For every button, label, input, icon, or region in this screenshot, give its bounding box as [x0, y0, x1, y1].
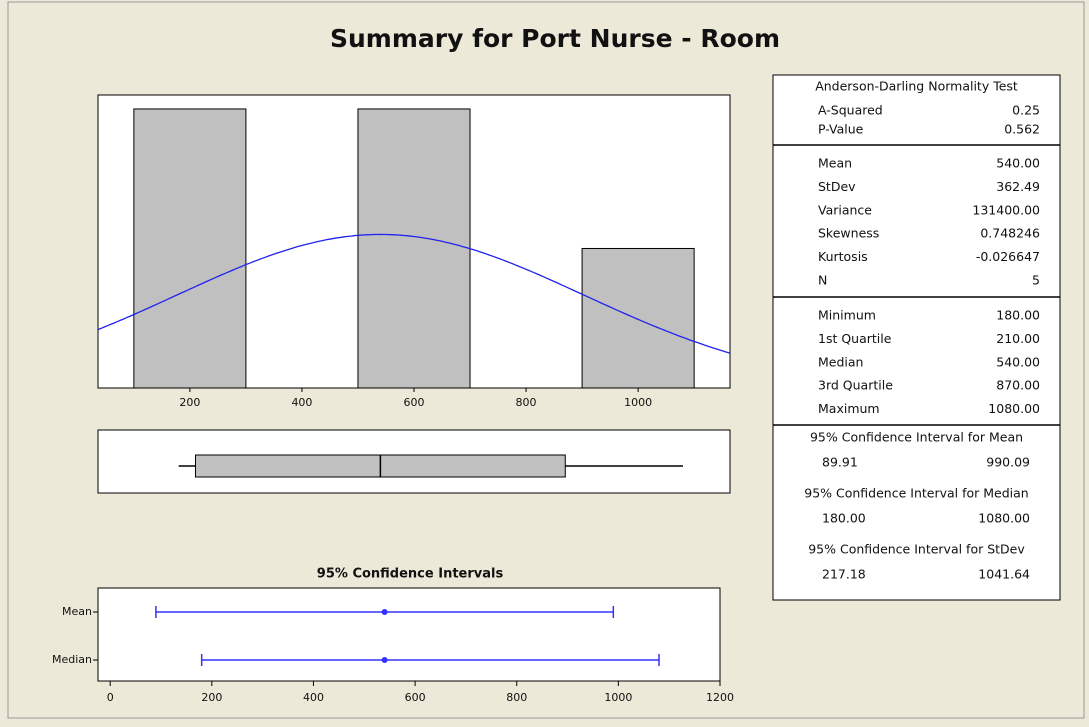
stat-label: N: [818, 273, 827, 288]
x-tick-label: 0: [107, 691, 114, 704]
title: Summary for Port Nurse - Room: [330, 24, 780, 53]
interval-panel: [97, 587, 721, 682]
stat-value: 0.25: [1012, 103, 1040, 118]
stat-label: Minimum: [818, 308, 876, 323]
histogram-bar: [357, 108, 471, 389]
interval-high: 990.09: [986, 455, 1030, 470]
interval-heading: 95% Confidence Interval for StDev: [808, 542, 1025, 557]
stat-label: Mean: [818, 156, 852, 171]
stat-label: StDev: [818, 179, 856, 194]
normal-curve: [98, 233, 730, 354]
stat-value: 0.562: [1004, 122, 1040, 137]
interval-low: 89.91: [822, 455, 858, 470]
interval-heading: 95% Confidence Interval for Mean: [810, 430, 1023, 445]
stat-label: P-Value: [818, 122, 864, 137]
estimate-point: [381, 657, 388, 663]
stat-value: 5: [1032, 273, 1040, 288]
frame: [7, 1, 1085, 719]
stat-label: 1st Quartile: [818, 331, 892, 346]
x-tick-label: 600: [405, 691, 426, 704]
stat-value: 540.00: [996, 354, 1040, 369]
y-tick-label: Median: [52, 653, 92, 666]
stat-label: Maximum: [818, 401, 880, 416]
stat-label: A-Squared: [818, 103, 883, 118]
x-tick-label: 800: [506, 691, 527, 704]
interval-title: 95% Confidence Intervals: [317, 567, 504, 582]
estimate-point: [381, 609, 388, 615]
stat-label: 3rd Quartile: [818, 378, 893, 393]
x-tick-label: 1000: [624, 396, 652, 409]
stat-value: 362.49: [996, 179, 1040, 194]
stat-value: 210.00: [996, 331, 1040, 346]
stat-value: 1080.00: [988, 401, 1040, 416]
interval-high: 1080.00: [978, 511, 1030, 526]
x-tick-label: 1000: [604, 691, 632, 704]
y-tick-label: Mean: [62, 605, 92, 618]
x-tick-label: 400: [303, 691, 324, 704]
interval-low: 180.00: [822, 511, 866, 526]
x-tick-label: 600: [404, 396, 425, 409]
stat-value: 870.00: [996, 378, 1040, 393]
interval-low: 217.18: [822, 567, 866, 582]
stat-label: Skewness: [818, 226, 879, 241]
section-title: Anderson-Darling Normality Test: [815, 79, 1018, 94]
stat-label: Variance: [818, 202, 872, 217]
interval-high: 1041.64: [978, 567, 1030, 582]
stats-table: [772, 74, 1061, 601]
stat-label: Median: [818, 354, 863, 369]
stat-value: 180.00: [996, 308, 1040, 323]
x-tick-label: 1200: [706, 691, 734, 704]
stat-value: 131400.00: [972, 202, 1040, 217]
x-tick-label: 200: [201, 691, 222, 704]
x-tick-label: 800: [516, 396, 537, 409]
stat-value: 540.00: [996, 156, 1040, 171]
histogram-bar: [133, 108, 247, 389]
histogram-bar: [581, 247, 695, 389]
stat-label: Kurtosis: [818, 249, 868, 264]
stat-value: -0.026647: [976, 249, 1040, 264]
x-tick-label: 200: [179, 396, 200, 409]
interval-heading: 95% Confidence Interval for Median: [804, 486, 1028, 501]
x-tick-label: 400: [291, 396, 312, 409]
stat-value: 0.748246: [980, 226, 1040, 241]
